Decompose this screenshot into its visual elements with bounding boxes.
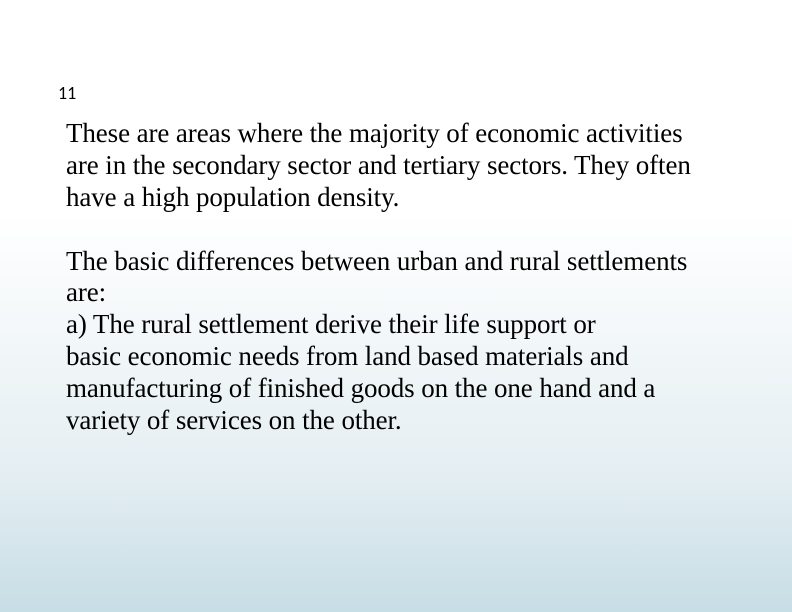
paragraph-1: These are areas where the majority of ec…	[66, 118, 706, 214]
body-text: These are areas where the majority of ec…	[66, 118, 706, 437]
page-number: 11	[58, 82, 76, 104]
slide: 11 These are areas where the majority of…	[0, 0, 792, 612]
paragraph-2: The basic differences between urban and …	[66, 246, 706, 437]
